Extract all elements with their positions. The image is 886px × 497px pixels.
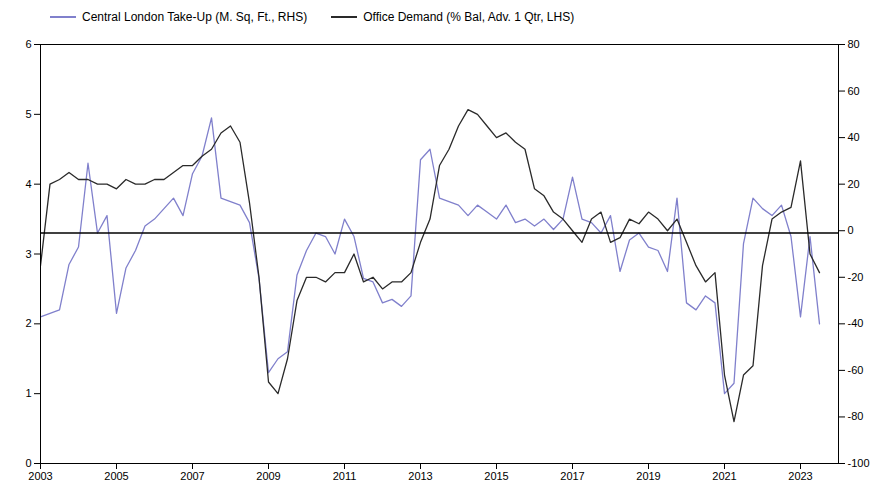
svg-text:-60: -60 xyxy=(848,364,864,376)
svg-text:40: 40 xyxy=(848,131,860,143)
svg-text:60: 60 xyxy=(848,85,860,97)
svg-text:2009: 2009 xyxy=(256,470,280,482)
svg-text:2021: 2021 xyxy=(712,470,736,482)
svg-text:2015: 2015 xyxy=(484,470,508,482)
svg-text:2023: 2023 xyxy=(788,470,812,482)
svg-text:80: 80 xyxy=(848,38,860,50)
svg-text:2003: 2003 xyxy=(28,470,52,482)
svg-text:0: 0 xyxy=(848,224,854,236)
svg-text:2007: 2007 xyxy=(180,470,204,482)
svg-text:6: 6 xyxy=(25,38,31,50)
svg-text:2019: 2019 xyxy=(636,470,660,482)
svg-text:2011: 2011 xyxy=(333,470,357,482)
svg-text:2: 2 xyxy=(25,317,31,329)
svg-text:-40: -40 xyxy=(848,317,864,329)
svg-text:3: 3 xyxy=(25,248,31,260)
svg-text:2013: 2013 xyxy=(408,470,432,482)
svg-text:1: 1 xyxy=(25,387,31,399)
html-text:Office Demand (% Bal, Adv. 1 Q: Office Demand (% Bal, Adv. 1 Qtr, LHS) xyxy=(363,10,575,24)
svg-text:-20: -20 xyxy=(848,271,864,283)
svg-text:-100: -100 xyxy=(848,457,870,469)
svg-text:20: 20 xyxy=(848,178,860,190)
svg-text:-80: -80 xyxy=(848,410,864,422)
svg-text:5: 5 xyxy=(25,108,31,120)
html-text:Central London Take-Up (M. Sq,: Central London Take-Up (M. Sq, Ft., RHS) xyxy=(82,10,308,24)
svg-text:2017: 2017 xyxy=(560,470,584,482)
svg-text:4: 4 xyxy=(25,178,31,190)
svg-text:2005: 2005 xyxy=(104,470,128,482)
svg-text:0: 0 xyxy=(25,457,31,469)
